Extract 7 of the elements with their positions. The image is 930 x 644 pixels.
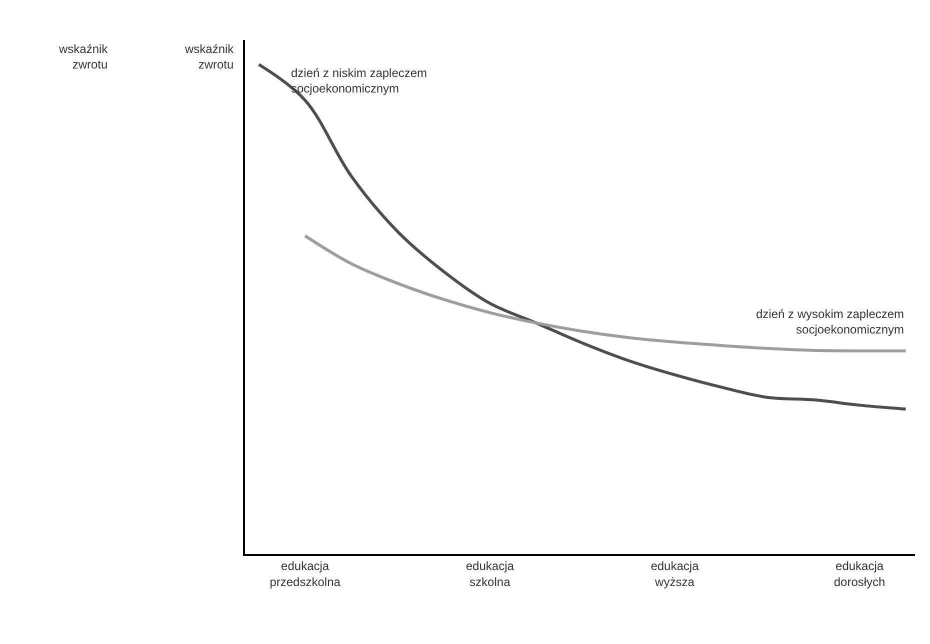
x-tick-label: edukacja dorosłych	[834, 559, 886, 589]
text: wskaźnik zwrotu	[58, 42, 109, 72]
x-tick-label: edukacja przedszkolna	[270, 559, 341, 589]
series-label: dzień z wysokim zapleczem socjoekonomicznym	[756, 307, 904, 337]
x-tick-label: edukacja wyższa	[650, 559, 700, 589]
x-tick-label: edukacja szkolna	[466, 559, 514, 589]
y-axis-title: wskaźnik zwrotu	[184, 42, 235, 72]
